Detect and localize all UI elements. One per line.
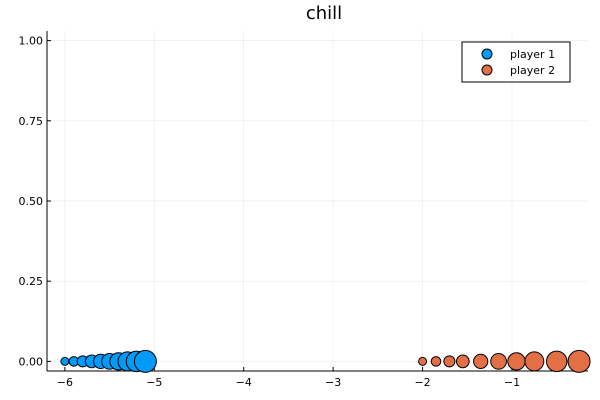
y-tick-label: 0.00 — [19, 355, 44, 368]
y-tick-label: 0.75 — [19, 115, 44, 128]
data-point-series-2 — [473, 353, 489, 369]
x-tick-label: −5 — [146, 376, 162, 389]
data-point-series-2 — [524, 351, 545, 372]
data-point-series-1 — [60, 356, 70, 366]
legend-marker — [481, 64, 493, 76]
data-markers — [60, 349, 591, 373]
legend-label: player 1 — [510, 48, 555, 61]
legend-label: player 2 — [510, 64, 555, 77]
data-point-series-2 — [567, 349, 591, 373]
legend-marker — [481, 48, 493, 60]
x-axis-ticks: −6 −5 −4 −3 −2 −1 — [57, 367, 520, 389]
data-point-series-1 — [133, 349, 157, 373]
y-tick-label: 1.00 — [19, 35, 44, 48]
x-tick-label: −2 — [414, 376, 430, 389]
legend-box — [461, 41, 571, 83]
legend: player 1 player 2 — [461, 41, 571, 83]
x-tick-label: −6 — [57, 376, 73, 389]
y-tick-label: 0.25 — [19, 275, 44, 288]
data-point-series-2 — [443, 355, 456, 368]
x-tick-label: −1 — [504, 376, 520, 389]
data-point-series-2 — [418, 356, 428, 366]
y-axis-ticks: 0.00 0.25 0.50 0.75 1.00 — [19, 35, 51, 368]
y-tick-label: 0.50 — [19, 195, 44, 208]
x-tick-label: −4 — [236, 376, 252, 389]
data-point-series-2 — [490, 352, 507, 370]
data-point-series-2 — [455, 354, 470, 369]
x-tick-label: −3 — [325, 376, 341, 389]
chart-title: chill — [306, 3, 342, 24]
data-point-series-2 — [507, 352, 526, 371]
data-point-series-2 — [545, 350, 568, 373]
data-point-series-2 — [430, 356, 442, 367]
